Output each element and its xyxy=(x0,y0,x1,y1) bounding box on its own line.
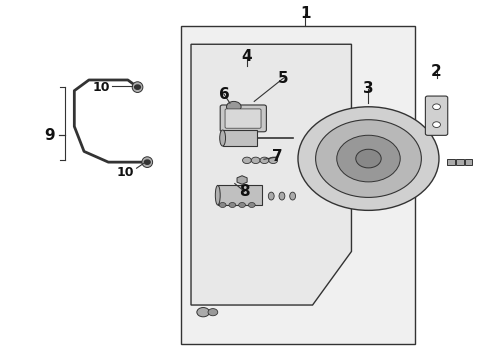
Circle shape xyxy=(260,157,268,163)
Ellipse shape xyxy=(268,192,274,200)
Circle shape xyxy=(251,157,260,163)
Bar xyxy=(222,130,256,146)
Text: 7: 7 xyxy=(272,149,282,164)
Text: 6: 6 xyxy=(218,87,229,102)
Circle shape xyxy=(336,135,399,182)
Polygon shape xyxy=(237,176,246,184)
Text: 8: 8 xyxy=(239,184,249,199)
FancyBboxPatch shape xyxy=(220,105,266,132)
Ellipse shape xyxy=(132,82,142,93)
Bar xyxy=(447,159,454,165)
Circle shape xyxy=(228,203,235,207)
Bar xyxy=(181,26,414,344)
Circle shape xyxy=(144,160,150,164)
Polygon shape xyxy=(191,44,351,305)
Text: 9: 9 xyxy=(44,128,55,143)
Ellipse shape xyxy=(289,192,295,200)
Circle shape xyxy=(432,104,440,110)
Ellipse shape xyxy=(215,185,220,205)
Circle shape xyxy=(315,120,421,197)
Bar xyxy=(464,159,471,165)
Text: 10: 10 xyxy=(116,166,134,179)
Bar xyxy=(455,159,463,165)
Circle shape xyxy=(238,203,245,207)
Circle shape xyxy=(432,122,440,127)
Circle shape xyxy=(207,309,217,316)
Text: 1: 1 xyxy=(300,6,310,21)
FancyBboxPatch shape xyxy=(425,96,447,135)
Circle shape xyxy=(242,157,251,163)
Ellipse shape xyxy=(279,192,285,200)
Circle shape xyxy=(355,149,381,168)
Circle shape xyxy=(297,107,438,210)
Circle shape xyxy=(268,157,277,163)
FancyBboxPatch shape xyxy=(224,109,261,128)
Text: 3: 3 xyxy=(363,81,373,96)
Bar xyxy=(217,185,261,205)
Circle shape xyxy=(197,307,209,317)
Text: 2: 2 xyxy=(430,64,441,78)
Text: 5: 5 xyxy=(278,71,288,86)
Ellipse shape xyxy=(142,157,152,167)
Text: 10: 10 xyxy=(92,81,110,94)
Circle shape xyxy=(226,102,241,112)
Circle shape xyxy=(219,203,225,207)
Text: 4: 4 xyxy=(241,49,252,64)
Circle shape xyxy=(248,203,255,207)
Ellipse shape xyxy=(219,130,225,146)
Circle shape xyxy=(134,85,140,89)
